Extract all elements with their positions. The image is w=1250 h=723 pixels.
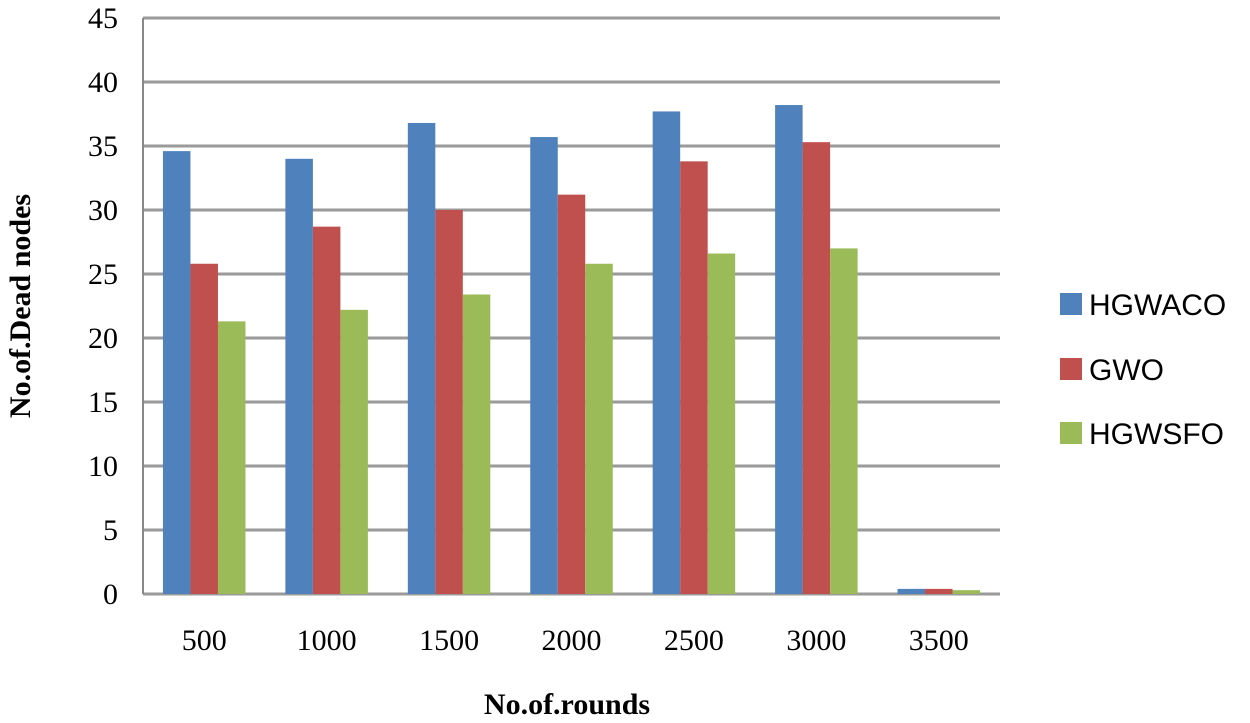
legend: HGWACO GWO HGWSFO xyxy=(1060,289,1226,451)
bar-hgwaco-1000 xyxy=(285,158,313,595)
y-tick-label: 5 xyxy=(103,514,118,547)
bar-gwo-1000 xyxy=(312,226,341,594)
x-axis-title: No.of.rounds xyxy=(484,688,650,721)
legend-label-hgwsfo: HGWSFO xyxy=(1089,418,1224,451)
bar-gwo-3000 xyxy=(802,142,831,594)
x-tick-labels: 500 1000 1500 2000 2500 3000 3500 xyxy=(182,624,969,657)
x-tick-label: 3500 xyxy=(909,624,969,657)
bar-hgwaco-2000 xyxy=(530,137,558,595)
bar-hgwsfo-500 xyxy=(217,321,246,594)
bar-gwo-500 xyxy=(190,263,218,594)
x-tick-label: 500 xyxy=(182,624,227,657)
x-tick-label: 3000 xyxy=(786,624,846,657)
bars xyxy=(162,105,981,595)
bar-hgwsfo-3000 xyxy=(830,248,858,594)
x-tick-label: 2500 xyxy=(664,624,724,657)
legend-label-gwo: GWO xyxy=(1089,354,1164,387)
x-tick-label: 2000 xyxy=(542,624,602,657)
legend-swatch-hgwsfo xyxy=(1060,422,1082,444)
bar-hgwaco-1500 xyxy=(407,122,436,595)
bar-hgwaco-500 xyxy=(162,151,191,594)
y-tick-label: 20 xyxy=(88,322,118,355)
y-tick-label: 45 xyxy=(88,2,118,35)
y-tick-label: 40 xyxy=(88,66,118,99)
legend-swatch-gwo xyxy=(1060,358,1082,380)
x-tick-label: 1500 xyxy=(419,624,479,657)
bar-gwo-2000 xyxy=(557,194,586,594)
bar-hgwaco-3000 xyxy=(775,105,803,594)
y-axis-title: No.of.Dead nodes xyxy=(4,194,37,418)
bar-hgwsfo-2000 xyxy=(585,263,613,594)
y-tick-label: 30 xyxy=(88,194,118,227)
bar-hgwsfo-3500 xyxy=(952,590,981,594)
x-tick-label: 1000 xyxy=(297,624,357,657)
legend-swatch-hgwaco xyxy=(1060,293,1082,315)
y-tick-labels: 0 5 10 15 20 25 30 35 40 45 xyxy=(88,2,118,611)
bar-hgwaco-2500 xyxy=(652,111,681,594)
y-tick-label: 35 xyxy=(88,130,118,163)
bar-hgwsfo-1500 xyxy=(462,294,491,594)
bar-hgwsfo-1000 xyxy=(340,309,368,594)
bar-gwo-2500 xyxy=(680,161,708,595)
bar-gwo-1500 xyxy=(435,210,463,594)
bar-hgwaco-3500 xyxy=(897,588,926,594)
y-tick-label: 25 xyxy=(88,258,118,291)
y-tick-label: 0 xyxy=(103,578,118,611)
y-tick-label: 10 xyxy=(88,450,118,483)
y-tick-label: 15 xyxy=(88,386,118,419)
bar-gwo-3500 xyxy=(925,588,953,594)
bar-hgwsfo-2500 xyxy=(707,253,736,594)
legend-label-hgwaco: HGWACO xyxy=(1089,289,1226,322)
